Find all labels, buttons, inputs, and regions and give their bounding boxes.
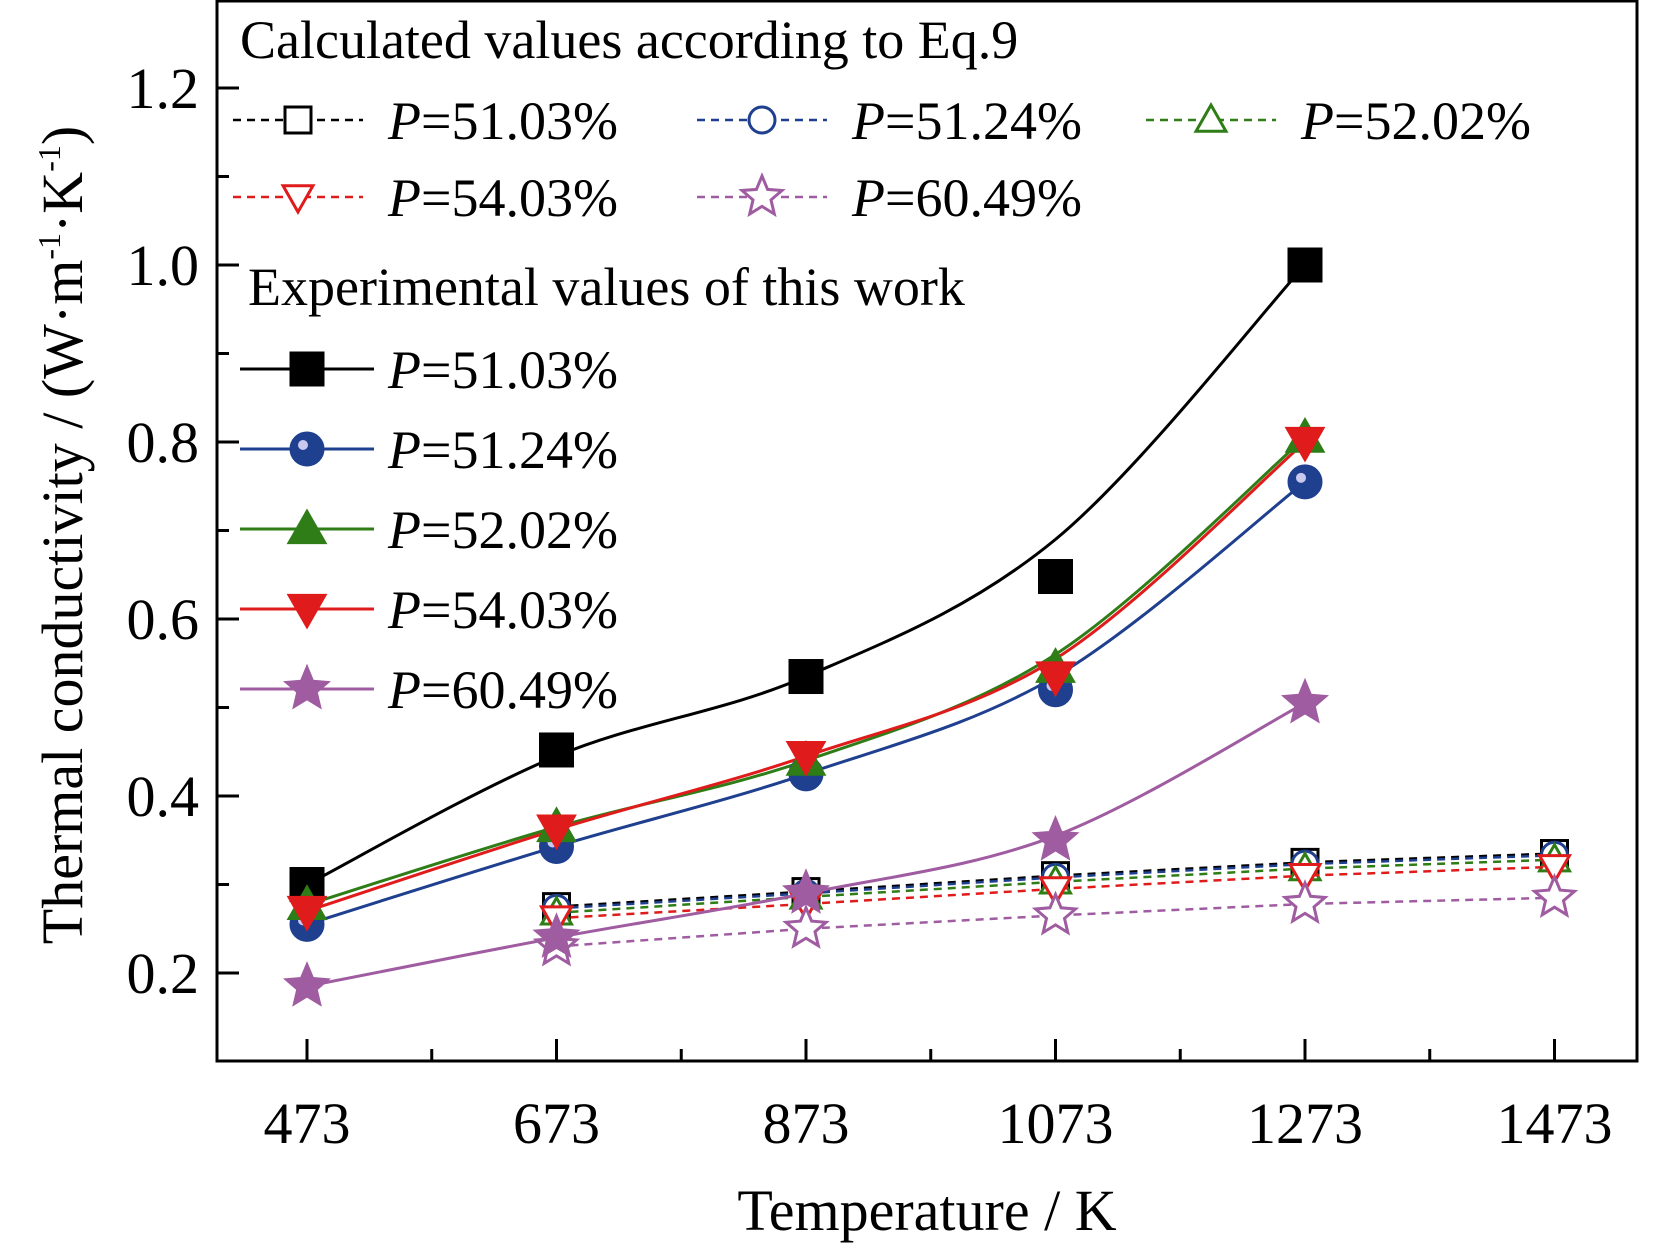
- x-axis-label: Temperature / K: [737, 1178, 1116, 1243]
- calculated-point: [782, 903, 830, 949]
- calculated-point: [1031, 890, 1080, 936]
- axes: 473 673 873 1073 1273 1473 0.2 0.4 0.6 0.8 1.0 1.2: [127, 56, 1613, 1156]
- legend-calculated-label-value: =54.03%: [421, 168, 618, 228]
- legend-calculated-label: P=51.03%: [387, 91, 618, 151]
- legend-experimental-label-p: P: [387, 660, 421, 720]
- legend-experimental-label: P=51.03%: [387, 340, 618, 400]
- calculated-line: [556, 896, 1555, 948]
- legend-calculated-label-p: P: [387, 91, 421, 151]
- calculated-line: [556, 865, 1555, 920]
- series-layer: [282, 247, 1579, 1007]
- legend-calculated-label: P=52.02%: [1300, 91, 1531, 151]
- legend-experimental-marker: [286, 593, 328, 630]
- legend: Calculated values according to Eq.9P=51.…: [233, 10, 1531, 720]
- legend-calculated-label-p: P: [1300, 91, 1334, 151]
- y-axis-label-close: ): [30, 126, 95, 145]
- experimental-point: [785, 741, 827, 777]
- legend-experimental-label: P=51.24%: [387, 420, 618, 480]
- legend-calculated-marker: [747, 105, 777, 135]
- legend-calculated-label-value: =51.24%: [885, 91, 1082, 151]
- calculated-point: [1287, 862, 1323, 894]
- calculated-line: [556, 852, 1555, 908]
- legend-experimental-marker-highlight: [298, 440, 308, 450]
- legend-calculated-marker: [283, 105, 313, 135]
- legend-calculated-label-p: P: [387, 168, 421, 228]
- calculated-point: [1536, 854, 1573, 885]
- legend-experimental-label: P=54.03%: [387, 580, 618, 640]
- y-tick-label: 0.6: [127, 587, 200, 652]
- y-axis-label-dot2: ·: [30, 214, 95, 233]
- legend-calculated-title: Calculated values according to Eq.9: [240, 10, 1018, 70]
- legend-experimental-label-p: P: [387, 420, 421, 480]
- legend-experimental-label: P=52.02%: [387, 500, 618, 560]
- experimental-point: [1280, 677, 1330, 724]
- calculated-line: [556, 858, 1555, 915]
- experimental-point-highlight: [1296, 472, 1306, 483]
- legend-experimental-marker: [289, 431, 325, 467]
- experimental-point: [286, 895, 328, 932]
- experimental-markers-0: [289, 247, 1323, 902]
- x-tick-label: 1073: [998, 1091, 1114, 1156]
- legend-experimental-marker: [289, 351, 325, 387]
- experimental-point: [282, 960, 332, 1007]
- x-tick-label: 1273: [1247, 1091, 1363, 1156]
- calculated-line: [556, 854, 1555, 910]
- legend-experimental-marker: [286, 508, 328, 545]
- experimental-point: [1031, 814, 1080, 861]
- legend-calculated-label-value: =60.49%: [885, 168, 1082, 228]
- experimental-point: [1284, 426, 1326, 463]
- x-tick-label: 873: [763, 1091, 850, 1156]
- y-axis-label-main: Thermal conductivity / (W: [30, 324, 95, 944]
- y-tick-label: 1.0: [127, 233, 200, 298]
- experimental-point: [536, 814, 577, 851]
- legend-experimental-label-value: =51.24%: [421, 420, 618, 480]
- calculated-point: [1530, 872, 1579, 918]
- legend-calculated-label-p: P: [851, 168, 885, 228]
- legend-calculated-label-p: P: [851, 91, 885, 151]
- legend-experimental-label-p: P: [387, 340, 421, 400]
- experimental-point: [788, 659, 824, 695]
- legend-experimental-label-p: P: [387, 500, 421, 560]
- y-tick-label: 0.4: [127, 764, 200, 829]
- legend-experimental-marker: [282, 663, 332, 710]
- calculated-point: [1281, 879, 1329, 925]
- y-tick-label: 1.2: [127, 56, 200, 121]
- legend-calculated-label: P=54.03%: [387, 168, 618, 228]
- legend-calculated-label: P=51.24%: [851, 91, 1082, 151]
- y-axis-label-K-exp: -1: [31, 145, 67, 172]
- legend-calculated-label-value: =51.03%: [421, 91, 618, 151]
- legend-experimental-label-value: =51.03%: [421, 340, 618, 400]
- y-axis-label-m: m: [30, 260, 95, 305]
- y-axis-label-m-exp: -1: [31, 233, 67, 260]
- legend-experimental-label: P=60.49%: [387, 660, 618, 720]
- experimental-markers-4: [282, 677, 1330, 1007]
- experimental-point: [781, 868, 831, 914]
- x-tick-label: 1473: [1497, 1091, 1613, 1156]
- y-axis-label-K: K: [30, 172, 95, 214]
- legend-calculated-marker: [280, 184, 316, 215]
- legend-calculated-label-value: =52.02%: [1334, 91, 1531, 151]
- experimental-point: [1038, 559, 1073, 595]
- legend-calculated-label: P=60.49%: [851, 168, 1082, 228]
- experimental-point: [539, 732, 574, 768]
- experimental-point: [1287, 464, 1323, 500]
- legend-calculated-marker: [1193, 102, 1229, 133]
- legend-calculated-marker: [738, 172, 786, 218]
- x-tick-label: 473: [264, 1091, 351, 1156]
- x-tick-label: 673: [513, 1091, 600, 1156]
- y-tick-label: 0.8: [127, 410, 200, 475]
- legend-experimental-label-value: =60.49%: [421, 660, 618, 720]
- legend-experimental-label-p: P: [387, 580, 421, 640]
- experimental-markers-3: [286, 426, 1326, 932]
- y-axis-label: Thermal conductivity / (W·m-1·K-1): [30, 126, 95, 944]
- experimental-point: [1287, 247, 1323, 283]
- experimental-point: [532, 912, 581, 959]
- legend-experimental-label-value: =54.03%: [421, 580, 618, 640]
- y-tick-label: 0.2: [127, 941, 200, 1006]
- legend-experimental-label-value: =52.02%: [421, 500, 618, 560]
- legend-experimental-title: Experimental values of this work: [248, 257, 965, 317]
- y-axis-label-dot1: ·: [30, 305, 95, 324]
- experimental-point: [1035, 661, 1076, 698]
